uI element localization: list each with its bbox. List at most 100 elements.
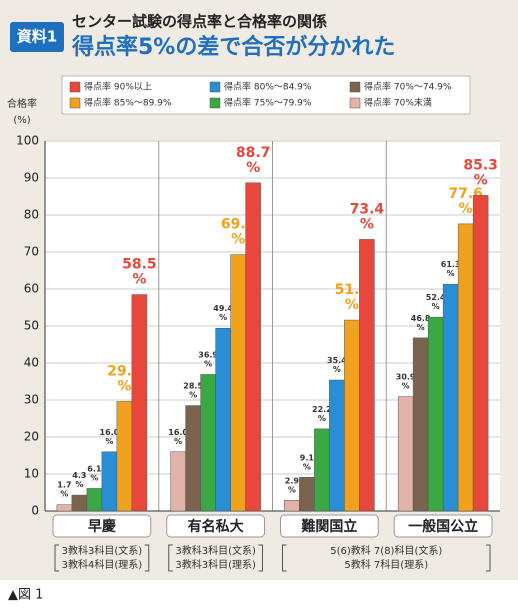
- data-label-unit: %: [204, 359, 212, 368]
- data-label-number: 36.9: [198, 350, 218, 359]
- data-label-unit: %: [90, 473, 98, 482]
- data-label-number: 52.4: [426, 293, 446, 302]
- legend-label: 得点率 70%未満: [364, 97, 432, 109]
- bar: [215, 327, 231, 512]
- data-label-number: 49.4: [213, 304, 233, 313]
- data-label-unit: %: [60, 489, 68, 498]
- data-label-unit: %: [246, 160, 260, 176]
- bar: [116, 401, 133, 512]
- chart-subtitle: 得点率5%の差で合否が分かれた: [71, 34, 395, 60]
- data-label-number: 28.5: [183, 381, 203, 390]
- data-label: 1.7%: [57, 480, 71, 498]
- legend-box: [61, 75, 471, 115]
- bar: [359, 239, 375, 512]
- y-tick-label: 100: [16, 134, 39, 148]
- bar: [101, 451, 118, 512]
- bar: [427, 316, 444, 512]
- data-label-number: 35.4: [327, 356, 347, 365]
- data-label: 49.4%: [213, 304, 233, 322]
- y-tick-label: 20: [24, 430, 39, 444]
- note-bracket: [168, 544, 263, 572]
- data-label: 22.2%: [312, 404, 332, 422]
- bar: [284, 500, 300, 512]
- category-note: 3教科3科目(理系): [175, 558, 256, 571]
- y-axis-label: 合格率: [7, 97, 37, 110]
- x-tick-label: 一般国公立: [408, 518, 478, 535]
- bar: [472, 195, 489, 512]
- category-box: [52, 514, 152, 538]
- bar: [170, 451, 186, 512]
- data-label: 2.9%: [285, 476, 300, 494]
- data-label-number: 88.7: [236, 145, 271, 161]
- data-label-unit: %: [459, 201, 473, 217]
- category-box: [166, 514, 265, 538]
- data-label-number: 73.4: [350, 201, 385, 217]
- bar: [397, 396, 414, 512]
- bar: [344, 319, 360, 512]
- data-label-unit: %: [417, 322, 425, 331]
- data-label-unit: %: [474, 172, 488, 188]
- data-label: 16.0%: [100, 427, 120, 445]
- data-label-number: 6.1: [87, 464, 102, 473]
- bar: [56, 504, 73, 512]
- data-label-unit: %: [105, 436, 113, 445]
- y-tick-label: 60: [24, 282, 39, 296]
- note-bracket: [54, 544, 150, 572]
- data-label: 30.9%: [396, 372, 416, 390]
- legend-swatch: [209, 81, 221, 93]
- data-label-unit: %: [432, 302, 440, 311]
- legend-swatch: [69, 97, 81, 109]
- y-tick-label: 80: [24, 208, 39, 222]
- data-label-number: 85.3: [463, 157, 498, 173]
- data-label-number: 2.9: [285, 476, 300, 485]
- legend-swatch: [209, 97, 221, 109]
- legend-label: 得点率 90%以上: [84, 81, 152, 93]
- data-label-unit: %: [219, 313, 227, 322]
- data-label-unit: %: [288, 485, 296, 494]
- data-label: 6.1%: [87, 464, 102, 482]
- data-label-number: 30.9: [396, 372, 416, 381]
- y-axis-label: (%): [13, 115, 30, 126]
- data-label-number: 1.7: [57, 480, 71, 489]
- category-note: 5教科 7科目(理系): [344, 558, 428, 571]
- legend-label: 得点率 75%～79.9%: [224, 97, 312, 109]
- category-note: 3教科3科目(文系): [175, 544, 256, 557]
- category-note: 3教科4科目(理系): [62, 558, 143, 571]
- note-bracket: [282, 544, 491, 572]
- data-label: 36.9%: [198, 350, 218, 368]
- data-label-number: 58.5: [122, 257, 157, 273]
- data-label: 61.3%: [441, 260, 461, 278]
- data-label-number: 46.8: [411, 313, 431, 322]
- x-tick-label: 早慶: [88, 518, 116, 535]
- data-label-number: 4.3: [72, 471, 86, 480]
- bar: [71, 494, 88, 512]
- y-tick-label: 50: [24, 319, 39, 333]
- y-tick-label: 0: [31, 504, 39, 518]
- y-tick-label: 70: [24, 245, 39, 259]
- legend-label: 得点率 70%～74.9%: [364, 81, 452, 93]
- caption: ▲図 1: [8, 588, 43, 603]
- data-label-number: 61.3: [441, 260, 461, 269]
- bar: [86, 488, 103, 512]
- data-label-unit: %: [402, 381, 410, 390]
- data-label-number: 9.1: [300, 453, 315, 462]
- data-label: 4.3%: [72, 471, 86, 489]
- legend-label: 得点率 85%～89.9%: [84, 97, 172, 109]
- bar: [245, 182, 261, 512]
- chart-title: センター試験の得点率と合格率の関係: [72, 13, 327, 31]
- data-label-number: 22.2: [312, 404, 332, 413]
- data-label: 85.3%: [463, 157, 498, 188]
- data-label-unit: %: [189, 390, 197, 399]
- category-box: [393, 514, 493, 538]
- bar: [200, 374, 216, 512]
- category-note: 3教科3科目(文系): [62, 544, 143, 557]
- legend-swatch: [349, 81, 361, 93]
- badge: 資料1: [17, 28, 57, 46]
- bar: [314, 428, 330, 512]
- bar: [442, 283, 459, 512]
- data-label-number: 16.0: [168, 427, 188, 436]
- data-label-unit: %: [231, 232, 245, 248]
- data-label-unit: %: [117, 378, 131, 394]
- data-label: 28.5%: [183, 381, 203, 399]
- bar: [230, 254, 246, 512]
